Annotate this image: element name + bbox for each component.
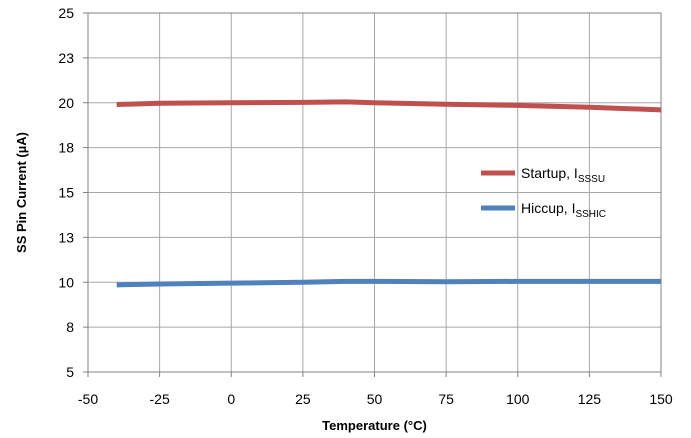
y-tick-label: 20 [58, 95, 74, 111]
x-tick-labels: -50 -25 0 25 50 75 100 125 150 [78, 372, 673, 407]
y-tick-label: 13 [58, 229, 74, 245]
x-tick-label: 125 [578, 391, 602, 407]
x-tick-label: 100 [506, 391, 530, 407]
y-tick-label: 23 [58, 50, 74, 66]
x-tick-label: 0 [227, 391, 235, 407]
y-tick-label: 10 [58, 274, 74, 290]
y-axis-title: SS Pin Current (µA) [14, 132, 29, 253]
x-tick-label: 50 [367, 391, 383, 407]
y-tick-label: 8 [66, 319, 74, 335]
y-tick-label: 25 [58, 5, 74, 21]
x-axis-title: Temperature (°C) [322, 418, 427, 433]
series-line-startup [116, 99, 662, 113]
legend-label-startup-sub: SSSU [578, 174, 605, 185]
legend-label-startup: Startup, ISSSU [521, 165, 605, 185]
y-tick-label: 15 [58, 185, 74, 201]
x-tick-label: 75 [438, 391, 454, 407]
legend-label-hiccup-main: Hiccup, I [521, 200, 575, 216]
series-group [116, 99, 662, 288]
legend: Startup, ISSSU Hiccup, ISSHIC [481, 165, 606, 220]
legend-label-hiccup-sub: SSHIC [575, 209, 606, 220]
x-tick-label: 25 [295, 391, 311, 407]
series-line-hiccup [116, 278, 661, 288]
legend-label-startup-main: Startup, I [521, 165, 578, 181]
y-tick-label: 18 [58, 140, 74, 156]
x-tick-label: -50 [78, 391, 98, 407]
legend-label-hiccup: Hiccup, ISSHIC [521, 200, 606, 220]
y-tick-label: 5 [66, 364, 74, 380]
y-tick-labels: 5 8 10 13 15 18 20 23 25 [58, 5, 88, 380]
x-tick-label: 150 [649, 391, 673, 407]
x-tick-label: -25 [150, 391, 170, 407]
